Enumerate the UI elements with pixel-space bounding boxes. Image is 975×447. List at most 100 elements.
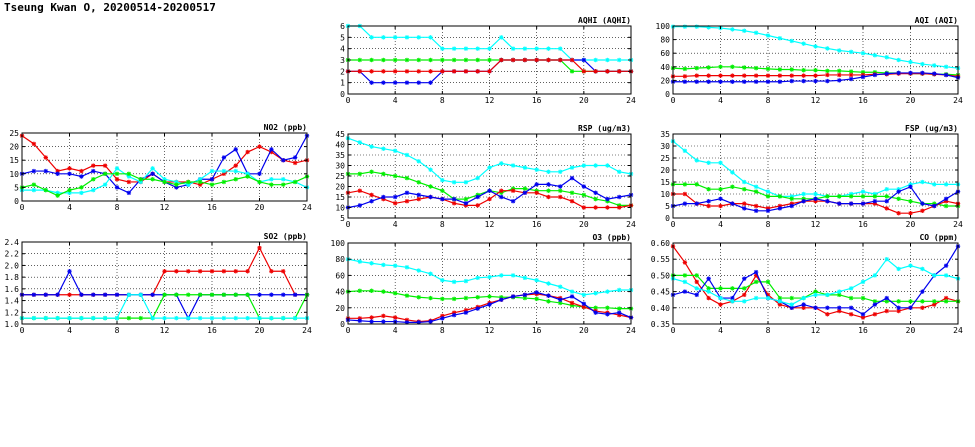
- data-point: [150, 177, 155, 182]
- data-point: [884, 194, 889, 199]
- data-point-stroke: [754, 208, 759, 213]
- data-point: [837, 48, 842, 53]
- x-tick-label: 4: [393, 96, 398, 105]
- data-point: [753, 269, 759, 275]
- data-point-stroke: [463, 69, 468, 74]
- data-point-stroke: [534, 278, 539, 283]
- data-point: [281, 292, 286, 297]
- x-tick-label: 20: [255, 326, 265, 335]
- data-point: [789, 203, 794, 209]
- data-point: [896, 299, 901, 304]
- data-point: [943, 203, 949, 209]
- data-point-stroke: [908, 263, 913, 268]
- series-line: [348, 25, 631, 61]
- data-point-stroke: [682, 148, 687, 153]
- y-tick-label: 25: [9, 129, 19, 138]
- data-point: [896, 305, 901, 310]
- data-point: [813, 191, 818, 197]
- data-point: [682, 182, 688, 187]
- x-tick-label: 20: [906, 220, 916, 229]
- data-point: [79, 190, 84, 196]
- data-point: [440, 278, 445, 283]
- data-point: [694, 279, 699, 285]
- data-point: [475, 306, 480, 311]
- data-point-stroke: [198, 269, 203, 274]
- data-point-stroke: [754, 203, 759, 209]
- data-point-stroke: [126, 292, 131, 297]
- data-point-stroke: [837, 78, 842, 83]
- data-point-stroke: [860, 296, 866, 301]
- data-point-stroke: [872, 72, 877, 77]
- data-point-stroke: [682, 74, 687, 79]
- data-point-stroke: [440, 316, 445, 321]
- data-point-stroke: [126, 190, 131, 195]
- data-point: [55, 171, 60, 176]
- data-point-stroke: [765, 189, 771, 194]
- data-point: [43, 315, 48, 321]
- data-point-stroke: [581, 301, 586, 306]
- data-point-stroke: [357, 318, 362, 323]
- data-point: [848, 305, 854, 310]
- data-point-stroke: [837, 68, 842, 73]
- data-point-stroke: [718, 196, 723, 201]
- data-point: [908, 199, 913, 204]
- data-point-stroke: [944, 64, 949, 69]
- data-point: [114, 171, 120, 176]
- data-point: [428, 271, 433, 276]
- data-point-stroke: [369, 57, 374, 63]
- data-point: [617, 194, 622, 200]
- data-point-stroke: [682, 182, 687, 187]
- data-point-stroke: [896, 299, 901, 304]
- data-point-stroke: [860, 194, 866, 199]
- data-point-stroke: [765, 79, 771, 84]
- data-point-stroke: [138, 316, 143, 321]
- data-point-stroke: [908, 299, 913, 304]
- data-point: [197, 179, 203, 185]
- data-point: [617, 57, 622, 63]
- data-point-stroke: [416, 268, 421, 273]
- data-point: [534, 296, 539, 302]
- data-point-stroke: [777, 79, 782, 84]
- data-point-stroke: [872, 199, 877, 204]
- data-point: [369, 192, 374, 198]
- data-point-stroke: [369, 315, 374, 320]
- data-point: [718, 286, 723, 291]
- data-point-stroke: [896, 305, 901, 310]
- chart-title: RSP (ug/m3): [578, 124, 631, 133]
- data-point: [593, 305, 598, 310]
- data-point-stroke: [475, 275, 480, 280]
- data-point-stroke: [813, 196, 818, 201]
- data-point-stroke: [369, 35, 374, 40]
- data-point: [381, 289, 386, 294]
- data-point: [357, 318, 362, 323]
- data-point-stroke: [884, 299, 889, 304]
- data-point: [884, 187, 889, 192]
- x-tick-label: 0: [346, 96, 351, 105]
- data-point: [416, 80, 421, 85]
- data-point: [369, 35, 374, 40]
- data-point: [801, 73, 806, 78]
- data-point: [896, 57, 901, 63]
- data-point-stroke: [174, 269, 179, 274]
- data-point-stroke: [487, 294, 492, 299]
- data-point-stroke: [221, 292, 226, 297]
- data-point: [43, 168, 48, 174]
- data-point-stroke: [487, 275, 492, 280]
- data-point: [404, 175, 410, 181]
- data-point-stroke: [920, 305, 925, 310]
- data-point: [706, 295, 711, 301]
- x-tick-label: 20: [906, 326, 916, 335]
- data-point-stroke: [475, 57, 480, 63]
- data-point: [209, 182, 215, 187]
- data-point-stroke: [499, 161, 504, 166]
- x-tick-label: 0: [671, 326, 676, 335]
- data-point-stroke: [534, 167, 539, 172]
- data-point: [872, 273, 878, 278]
- data-point: [499, 194, 504, 200]
- data-point: [825, 46, 830, 51]
- data-point-stroke: [475, 306, 480, 311]
- data-point: [55, 292, 60, 297]
- y-tick-label: 20: [335, 304, 345, 313]
- y-tick-label: 0: [340, 90, 345, 99]
- data-point: [581, 292, 587, 298]
